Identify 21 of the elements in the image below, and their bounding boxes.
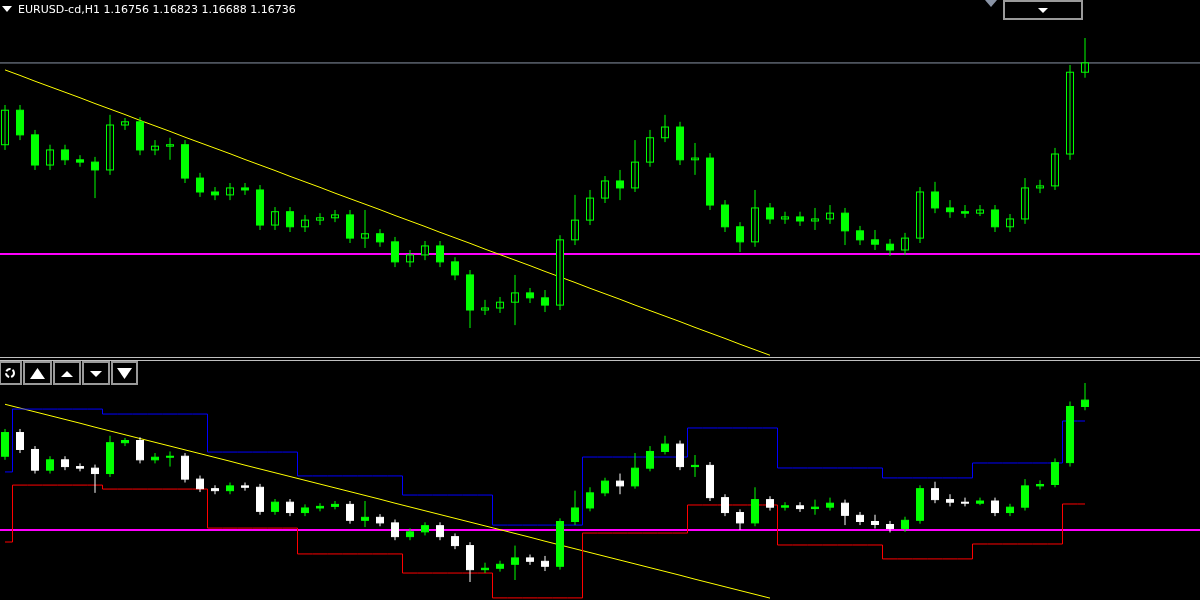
candlestick <box>796 211 804 227</box>
candlestick <box>616 473 624 495</box>
candlestick <box>481 299 489 316</box>
candlestick <box>976 497 984 506</box>
candlestick <box>166 137 174 161</box>
candlestick <box>241 182 249 196</box>
candlestick <box>781 501 789 512</box>
candlestick <box>1036 479 1044 490</box>
candlestick <box>976 204 984 217</box>
candlestick <box>316 502 324 512</box>
candlestick <box>1036 179 1044 194</box>
chart-title: EURUSD-cd,H1 1.16756 1.16823 1.16688 1.16736 <box>18 3 296 16</box>
candlestick <box>961 204 969 219</box>
candlestick <box>76 154 84 168</box>
candlestick <box>316 212 324 226</box>
candlestick <box>211 186 219 201</box>
candlestick <box>121 117 129 131</box>
candlestick <box>241 482 249 492</box>
candlestick <box>76 462 84 472</box>
candlestick <box>781 211 789 225</box>
candlestick <box>811 207 819 231</box>
